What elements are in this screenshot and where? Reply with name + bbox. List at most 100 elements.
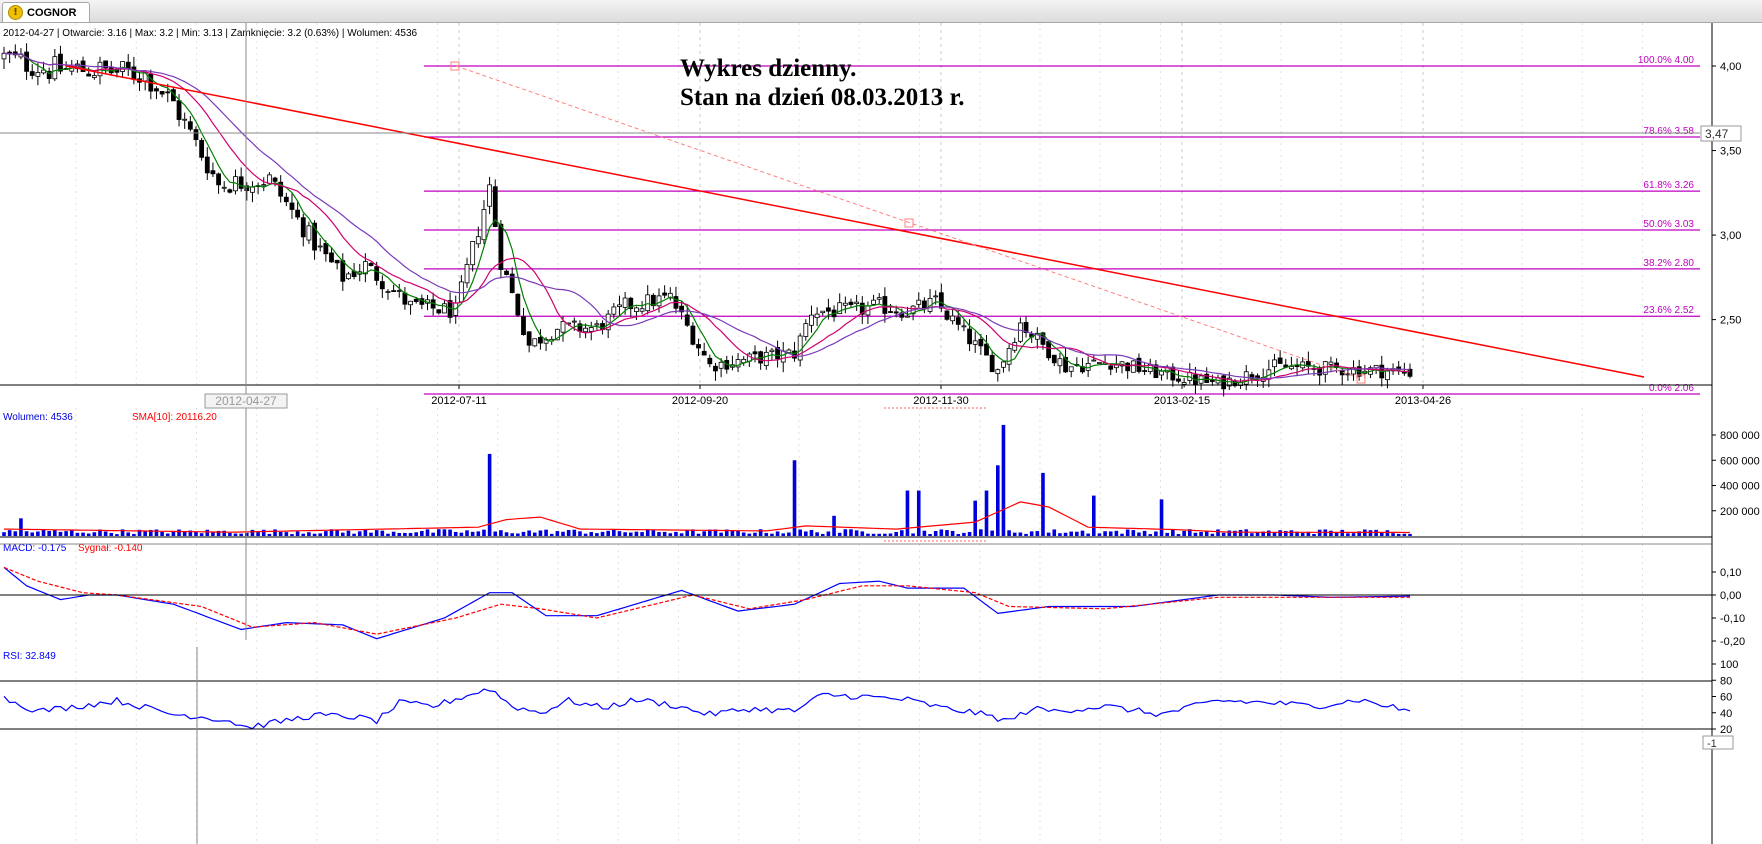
- volume-bar: [939, 529, 944, 536]
- candle-body: [995, 369, 1001, 374]
- volume-bar: [312, 533, 317, 536]
- fib-level-label: 100.0% 4.00: [1638, 55, 1695, 66]
- candle-body: [1142, 370, 1148, 372]
- volume-label: Wolumen: 4536: [3, 412, 73, 423]
- volume-bar: [1238, 529, 1243, 536]
- volume-bar: [1199, 531, 1203, 536]
- candle-body: [436, 309, 442, 314]
- candle-body: [1289, 365, 1294, 370]
- volume-bar: [566, 530, 571, 536]
- candle-body: [645, 294, 651, 312]
- candle-body: [1130, 360, 1136, 373]
- candle-body: [221, 186, 227, 189]
- volume-bar: [228, 532, 232, 536]
- candle-body: [193, 129, 199, 140]
- volume-bar: [668, 533, 673, 536]
- volume-bar: [1103, 531, 1107, 536]
- volume-bar: [1154, 531, 1158, 536]
- volume-bar: [425, 529, 430, 536]
- tab-cognor[interactable]: ! COGNOR: [2, 2, 90, 22]
- candle-body: [972, 340, 978, 345]
- candle-body: [29, 71, 35, 76]
- volume-bar: [578, 531, 582, 536]
- volume-bar: [708, 529, 712, 536]
- candle-body: [713, 365, 718, 372]
- volume-bar: [81, 532, 85, 536]
- volume-bar: [1063, 532, 1068, 536]
- volume-bar: [149, 529, 153, 536]
- candle-body: [1272, 359, 1277, 368]
- volume-bar: [1001, 424, 1006, 536]
- volume-bar: [662, 531, 667, 536]
- candle-body: [261, 184, 267, 187]
- candle-body: [385, 291, 391, 293]
- volume-bar: [1368, 530, 1373, 536]
- candle-body: [950, 315, 956, 322]
- candle-body: [662, 292, 668, 296]
- volume-bar: [1029, 531, 1034, 536]
- candle-body: [622, 297, 628, 308]
- rsi-label: RSI: 32.849: [3, 651, 56, 662]
- candle-body: [1221, 375, 1227, 390]
- volume-bar: [69, 530, 74, 536]
- volume-bar: [1012, 532, 1017, 536]
- volume-bar: [369, 532, 373, 536]
- volume-bar: [758, 529, 763, 536]
- y-tick-label: 3,50: [1720, 146, 1741, 158]
- volume-bar: [973, 500, 978, 536]
- volume-bar: [685, 529, 690, 536]
- candle-body: [515, 293, 521, 316]
- volume-bar: [928, 534, 932, 536]
- candle-body: [509, 273, 515, 294]
- volume-bar: [194, 532, 198, 536]
- candle-body: [238, 176, 244, 189]
- volume-bar: [1142, 530, 1147, 536]
- candle-body: [1328, 361, 1334, 365]
- volume-bar: [1091, 495, 1096, 536]
- volume-bar: [1137, 532, 1141, 536]
- candle-body: [379, 281, 385, 290]
- volume-bar: [1125, 529, 1130, 536]
- candle-body: [300, 217, 306, 238]
- volume-bar: [448, 529, 452, 536]
- volume-bar: [871, 533, 876, 536]
- volume-bar: [894, 531, 898, 536]
- candle-body: [317, 245, 323, 248]
- volume-bar: [1210, 533, 1215, 536]
- volume-bar: [1204, 531, 1209, 536]
- volume-bar: [24, 531, 29, 536]
- warning-icon: !: [8, 5, 23, 20]
- candle-body: [295, 209, 301, 218]
- volume-bar: [13, 531, 18, 536]
- moving-average-mid: [3, 52, 1411, 382]
- candle-body: [312, 222, 317, 251]
- candle-body: [905, 315, 910, 318]
- volume-sma-line: [4, 501, 1410, 534]
- volume-bar: [1385, 530, 1390, 536]
- volume-bar: [781, 533, 786, 536]
- volume-bar: [1261, 531, 1265, 536]
- volume-bar: [115, 534, 119, 536]
- volume-bar: [357, 531, 362, 536]
- volume-bar: [397, 532, 402, 536]
- tab-bar: ! COGNOR: [0, 0, 1762, 23]
- volume-bar: [990, 530, 994, 536]
- volume-bar: [92, 532, 97, 536]
- volume-bar: [674, 531, 678, 536]
- volume-bar: [154, 529, 159, 536]
- volume-bar: [792, 460, 797, 536]
- volume-bar: [1221, 532, 1226, 536]
- volume-bar: [691, 529, 695, 536]
- candle-body: [1159, 370, 1164, 376]
- volume-bar: [905, 490, 910, 536]
- candle-body: [1012, 342, 1018, 351]
- candle-body: [989, 354, 995, 373]
- volume-bar: [177, 529, 181, 536]
- volume-bar: [420, 530, 424, 536]
- candle-body: [266, 174, 272, 184]
- stock-chart[interactable]: 2012-04-27 | Otwarcie: 3.16 | Max: 3.2 |…: [0, 23, 1762, 844]
- volume-bar: [386, 533, 390, 536]
- macd-label: MACD: -0.175: [3, 543, 67, 554]
- volume-bar: [1391, 533, 1395, 536]
- candle-body: [362, 261, 368, 275]
